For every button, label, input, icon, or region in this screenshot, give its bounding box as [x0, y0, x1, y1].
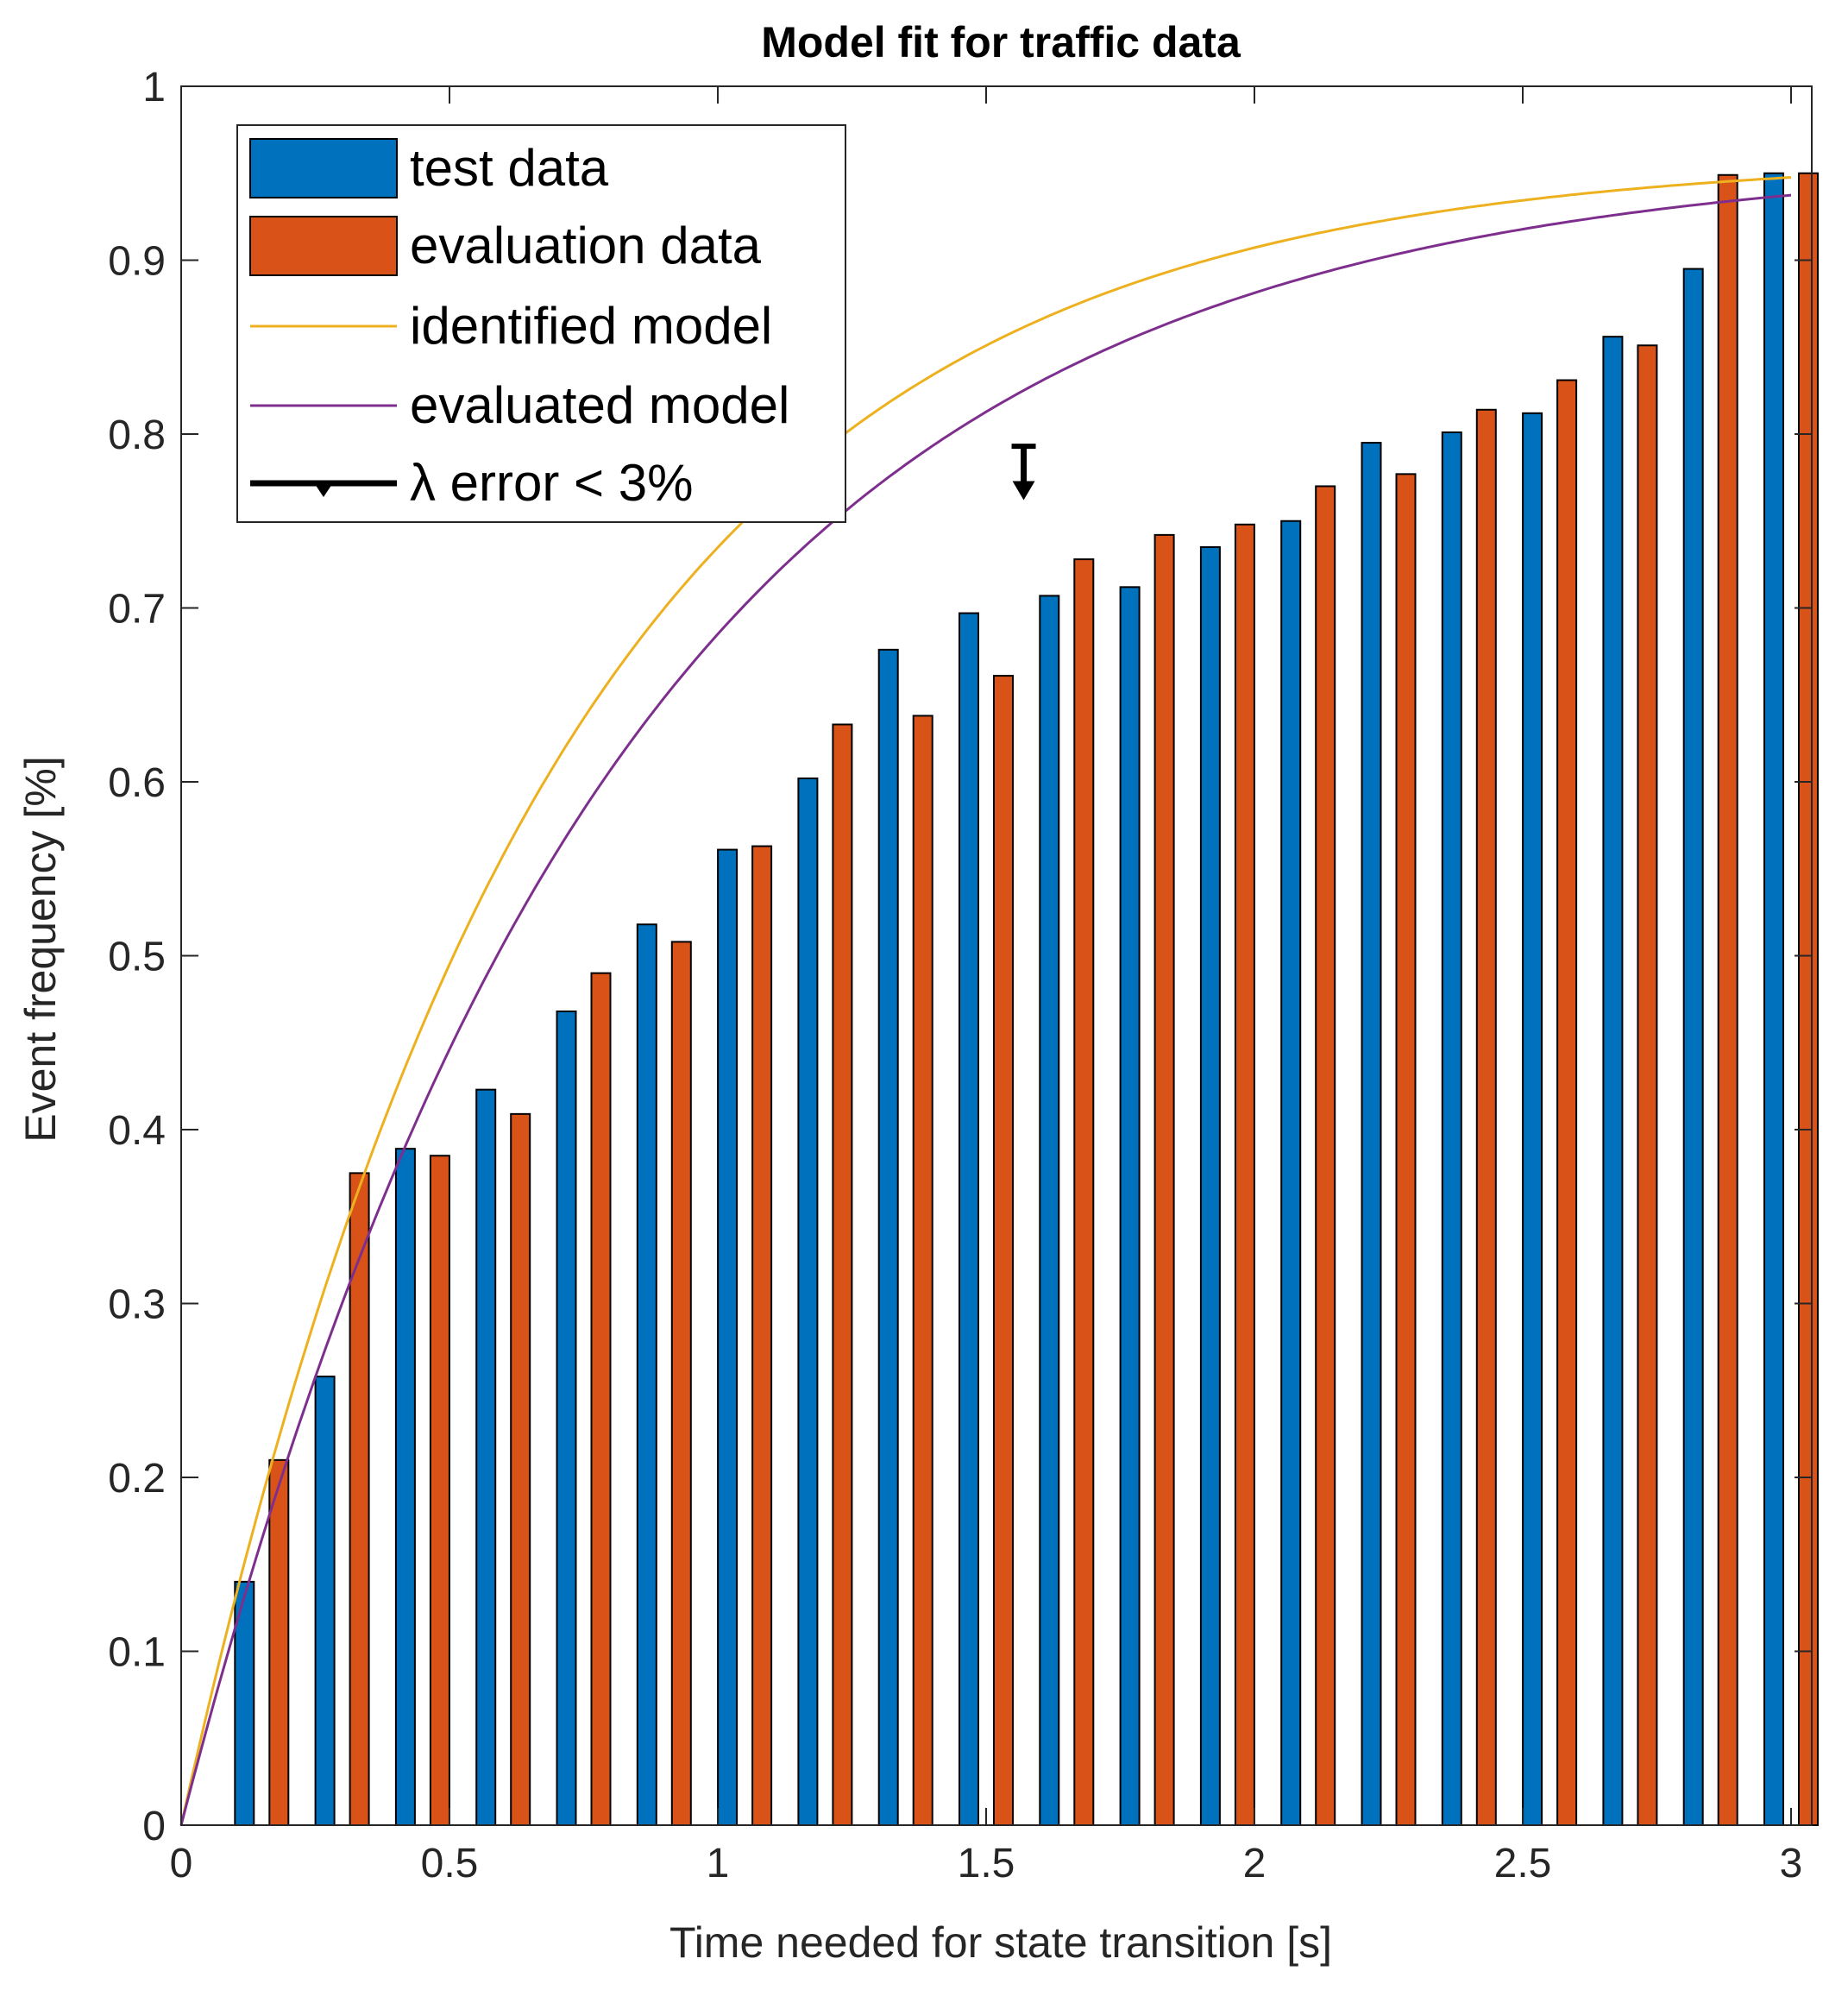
bar-evaluation-5 — [670, 941, 692, 1826]
error-marker-layer — [1011, 444, 1036, 501]
bar-test-1 — [314, 1376, 336, 1826]
legend: test data evaluation data identified model… — [236, 124, 846, 523]
bar-evaluation-17 — [1637, 344, 1658, 1826]
bar-evaluation-2 — [429, 1155, 450, 1826]
y-tick-label: 0.2 — [108, 1456, 166, 1502]
bar-evaluation-10 — [1073, 558, 1095, 1827]
legend-swatch-test-data — [249, 138, 398, 198]
bar-test-2 — [394, 1148, 416, 1827]
legend-label: λ error < 3% — [410, 454, 693, 512]
x-tick-label: 2 — [1243, 1841, 1267, 1886]
bar-evaluation-0 — [268, 1458, 290, 1826]
bar-evaluation-15 — [1475, 408, 1497, 1826]
x-tick-label: 2.5 — [1494, 1841, 1552, 1886]
ticks-layer: 0 0.5 1 1.5 2 2.5 3 0 0.1 0.2 0.3 0.4 0.5 0.6 0.7 0.8 0.… — [108, 65, 1812, 1886]
y-tick-label: 0.5 — [108, 935, 166, 980]
bars-layer — [234, 172, 1819, 1827]
x-tick-label: 3 — [1780, 1841, 1803, 1886]
bar-test-7 — [797, 777, 819, 1826]
bar-test-18 — [1682, 268, 1704, 1827]
y-tick-label: 0.7 — [108, 587, 166, 633]
x-tick-label: 1 — [707, 1841, 730, 1886]
bar-test-12 — [1199, 545, 1221, 1826]
legend-swatch-error-marker-arrow — [313, 482, 334, 497]
chart-title: Model fit for traffic data — [761, 18, 1241, 66]
bar-test-15 — [1441, 431, 1462, 1826]
evaluated-model-curve — [179, 193, 1792, 1826]
error-marker-arrowhead — [1012, 481, 1035, 501]
bar-evaluation-4 — [590, 972, 612, 1826]
bar-test-14 — [1361, 442, 1382, 1827]
x-tick-label: 0.5 — [421, 1841, 479, 1886]
bar-evaluation-16 — [1556, 379, 1578, 1826]
curves-layer — [179, 176, 1792, 1826]
bar-test-9 — [959, 612, 979, 1826]
bar-test-16 — [1522, 412, 1543, 1827]
legend-label: test data — [410, 139, 609, 197]
bar-test-11 — [1119, 586, 1141, 1827]
legend-label: evaluated model — [410, 376, 789, 434]
bar-test-8 — [877, 648, 899, 1826]
y-tick-label: 0 — [142, 1804, 166, 1849]
y-tick-label: 0.6 — [108, 760, 166, 806]
y-tick-label: 0.9 — [108, 239, 166, 285]
x-tick-label: 1.5 — [958, 1841, 1015, 1886]
y-tick-label: 1 — [142, 65, 166, 110]
x-tick-label: 0 — [170, 1841, 193, 1886]
bar-test-3 — [475, 1088, 497, 1826]
bar-evaluation-7 — [832, 723, 853, 1826]
bar-test-19 — [1763, 172, 1784, 1826]
bar-evaluation-14 — [1395, 473, 1417, 1826]
bar-test-4 — [556, 1010, 577, 1826]
y-tick-label: 0.1 — [108, 1630, 166, 1676]
legend-label: identified model — [410, 297, 772, 355]
bar-evaluation-11 — [1153, 533, 1175, 1826]
bar-test-13 — [1280, 520, 1302, 1826]
bar-evaluation-18 — [1717, 173, 1738, 1826]
bar-evaluation-9 — [993, 675, 1014, 1827]
legend-label: evaluation data — [410, 217, 762, 274]
bar-evaluation-13 — [1315, 485, 1336, 1827]
bar-evaluation-19 — [1798, 172, 1819, 1826]
bar-test-5 — [636, 923, 657, 1826]
bar-evaluation-6 — [751, 845, 773, 1826]
bar-evaluation-12 — [1234, 523, 1255, 1826]
bar-test-17 — [1602, 336, 1624, 1826]
y-tick-label: 0.3 — [108, 1282, 166, 1328]
bar-test-6 — [717, 848, 739, 1827]
y-axis-label: Event frequency [%] — [16, 756, 65, 1142]
bar-evaluation-8 — [912, 715, 933, 1826]
x-axis-label: Time needed for state transition [s] — [669, 1918, 1332, 1967]
y-tick-label: 0.4 — [108, 1108, 166, 1154]
bar-evaluation-3 — [510, 1112, 531, 1826]
legend-swatch-evaluation-data — [249, 216, 398, 276]
y-tick-label: 0.8 — [108, 412, 166, 458]
identified-model-curve — [179, 176, 1792, 1826]
bar-evaluation-1 — [349, 1172, 370, 1826]
bar-test-10 — [1039, 595, 1060, 1826]
